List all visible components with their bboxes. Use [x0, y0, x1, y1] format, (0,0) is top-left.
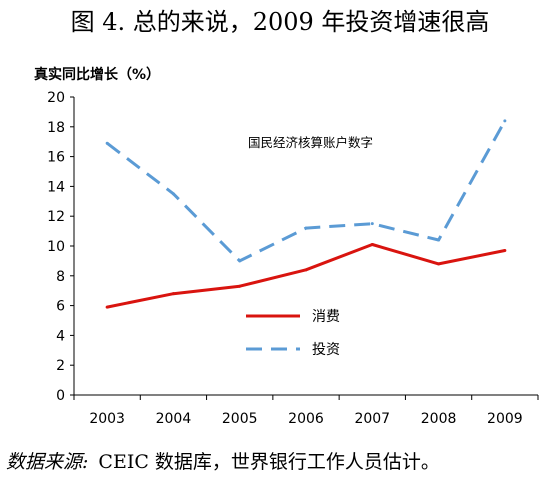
y-tick-label: 14: [47, 179, 65, 195]
legend-label-consumption: 消费: [312, 309, 340, 325]
data-point: [171, 192, 175, 196]
axes: 0 2 4 6 8 10 12 14 16 18 20 2003 2004 2005 2006 2007 200…: [47, 90, 539, 427]
x-tick-label: 2006: [288, 411, 324, 427]
y-tick-label: 12: [47, 209, 65, 225]
data-point: [238, 284, 242, 288]
y-axis-label: 真实同比增长（%）: [34, 66, 160, 83]
source-text: CEIC 数据库，世界银行工作人员估计。: [98, 451, 440, 473]
x-tick-label: 2004: [156, 411, 192, 427]
data-point: [370, 243, 374, 247]
data-point: [105, 141, 109, 145]
data-point: [503, 119, 507, 123]
y-tick-label: 4: [56, 328, 65, 344]
data-point: [105, 305, 109, 309]
y-tick-label: 8: [56, 269, 65, 285]
x-tick-label: 2003: [89, 411, 125, 427]
y-tick-label: 20: [47, 90, 65, 106]
data-point: [171, 292, 175, 296]
y-tick-label: 6: [56, 299, 65, 315]
y-tick-label: 10: [47, 239, 65, 255]
data-point: [437, 238, 441, 242]
legend-label-investment: 投资: [312, 342, 340, 358]
line-chart: 真实同比增长（%） 国民经济核算账户数字 0 2 4 6 8 10 12 14 16 18 20 20…: [34, 66, 539, 427]
chart-annotation: 国民经济核算账户数字: [248, 135, 373, 150]
source-note: 数据来源: CEIC 数据库，世界银行工作人员估计。: [6, 448, 440, 476]
data-point: [304, 226, 308, 230]
x-tick-label: 2009: [487, 411, 523, 427]
figure-title: 图 4. 总的来说，2009 年投资增速很高: [70, 8, 490, 36]
data-point: [304, 268, 308, 272]
x-tick-label: 2008: [421, 411, 457, 427]
y-tick-label: 16: [47, 150, 65, 166]
data-point: [437, 262, 441, 266]
data-point: [238, 259, 242, 263]
x-tick-label: 2005: [222, 411, 258, 427]
data-point: [370, 222, 374, 226]
y-tick-label: 2: [56, 358, 65, 374]
series-lines: [105, 119, 507, 309]
data-point: [503, 248, 507, 252]
y-tick-label: 18: [47, 120, 65, 136]
series-line-consumption: [106, 243, 506, 309]
x-tick-label: 2007: [354, 411, 390, 427]
y-tick-label: 0: [56, 388, 65, 404]
source-label: 数据来源:: [6, 451, 89, 473]
